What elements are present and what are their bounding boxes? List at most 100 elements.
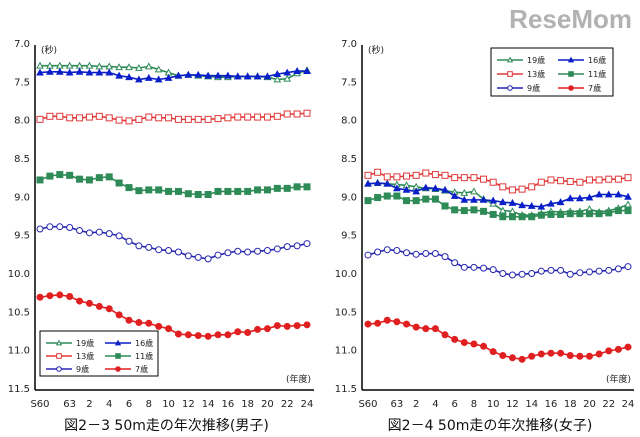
data-point — [537, 178, 545, 186]
data-point — [383, 246, 391, 254]
data-point — [422, 250, 430, 258]
data-point — [194, 115, 202, 123]
data-point — [557, 177, 565, 185]
data-point — [254, 113, 262, 121]
data-point — [489, 178, 497, 186]
data-point — [412, 171, 420, 179]
data-point — [498, 198, 507, 206]
x-tick-label: 2 — [86, 399, 92, 410]
data-point — [85, 299, 93, 307]
data-point — [105, 173, 113, 181]
x-tick-label: 18 — [241, 399, 254, 410]
x-tick-label: 4 — [106, 399, 112, 410]
y-tick-label: 10.5 — [335, 307, 357, 318]
data-point — [56, 223, 64, 231]
data-point — [480, 207, 488, 215]
chart-girls: 7.0 7.5 8.0 8.5 9.0 9.5 10.0 10.5 11.0 11.5 (秒) (年度… — [335, 39, 635, 434]
series-9歳 — [36, 223, 311, 263]
chart-boys: 7.0 7.5 8.0 8.5 9.0 9.5 10.0 10.5 11.0 11.5 (秒) (年度… — [8, 39, 314, 434]
data-point — [65, 61, 74, 69]
data-point — [194, 332, 202, 340]
data-point — [499, 269, 507, 277]
y-tick-label: 7.0 — [341, 39, 357, 50]
data-point — [303, 109, 311, 117]
data-point — [293, 322, 301, 330]
data-point — [303, 183, 311, 191]
x-tick-label: 24 — [301, 399, 314, 410]
data-point — [547, 176, 555, 184]
data-point — [547, 266, 555, 274]
data-point — [624, 207, 632, 215]
legend-label: 7歳 — [135, 364, 148, 374]
data-point — [95, 112, 103, 120]
data-point — [105, 230, 113, 238]
x-tick-label: 18 — [564, 399, 577, 410]
data-point — [364, 320, 372, 328]
data-point — [115, 71, 123, 79]
data-point — [547, 349, 555, 357]
data-point — [460, 338, 468, 346]
data-point — [283, 322, 291, 330]
data-point — [460, 195, 469, 203]
data-point — [451, 174, 459, 182]
data-point — [614, 175, 622, 183]
data-point — [184, 252, 192, 260]
data-point — [537, 202, 546, 210]
series-7歳 — [36, 291, 311, 340]
data-point — [460, 207, 468, 215]
data-point — [85, 61, 94, 69]
series-line — [367, 182, 629, 216]
data-point — [165, 246, 173, 254]
data-point — [489, 266, 497, 274]
data-point — [135, 187, 143, 195]
data-point — [518, 185, 526, 193]
data-point — [383, 179, 392, 187]
data-point — [46, 67, 54, 75]
y-tick-label: 8.0 — [341, 116, 357, 127]
data-point — [244, 113, 252, 121]
data-point — [585, 193, 594, 201]
legend-label: 9歳 — [76, 364, 89, 374]
data-point — [567, 56, 575, 63]
x-tick-label: 14 — [525, 399, 538, 410]
data-point — [412, 250, 420, 258]
data-point — [184, 331, 192, 339]
data-point — [234, 247, 242, 255]
legend-label: 11歳 — [588, 69, 606, 79]
data-point — [55, 67, 64, 75]
data-point — [450, 192, 459, 199]
data-point — [451, 259, 459, 267]
data-point — [566, 210, 574, 218]
legend-label: 16歳 — [135, 338, 153, 348]
data-point — [66, 292, 74, 300]
data-point — [85, 68, 94, 76]
data-point — [114, 339, 122, 346]
y-tick-label: 7.0 — [14, 39, 30, 50]
x-tick-label: 10 — [162, 399, 175, 410]
y-tick-label: 9.0 — [341, 192, 357, 203]
data-point — [244, 329, 252, 336]
data-point — [507, 85, 513, 91]
data-point — [595, 190, 603, 198]
data-point — [557, 210, 565, 218]
data-point — [624, 192, 632, 200]
data-point — [115, 353, 121, 359]
data-point — [412, 187, 420, 195]
data-point — [595, 350, 603, 358]
data-point — [165, 187, 173, 195]
x-tick-label: 10 — [487, 399, 500, 410]
data-point — [479, 195, 488, 203]
y-tick-label: 10.0 — [8, 269, 30, 280]
x-tick-label: 12 — [182, 399, 195, 410]
series-line — [367, 248, 629, 276]
data-point — [293, 67, 301, 74]
data-point — [135, 115, 143, 123]
data-point — [165, 114, 173, 122]
data-point — [76, 175, 84, 183]
data-point — [403, 172, 411, 180]
data-point — [576, 178, 584, 186]
x-tick-label: 8 — [146, 399, 152, 410]
chart-title: 図2－3 50m走の年次推移(男子) — [64, 418, 269, 434]
y-tick-label: 10.5 — [8, 307, 30, 318]
